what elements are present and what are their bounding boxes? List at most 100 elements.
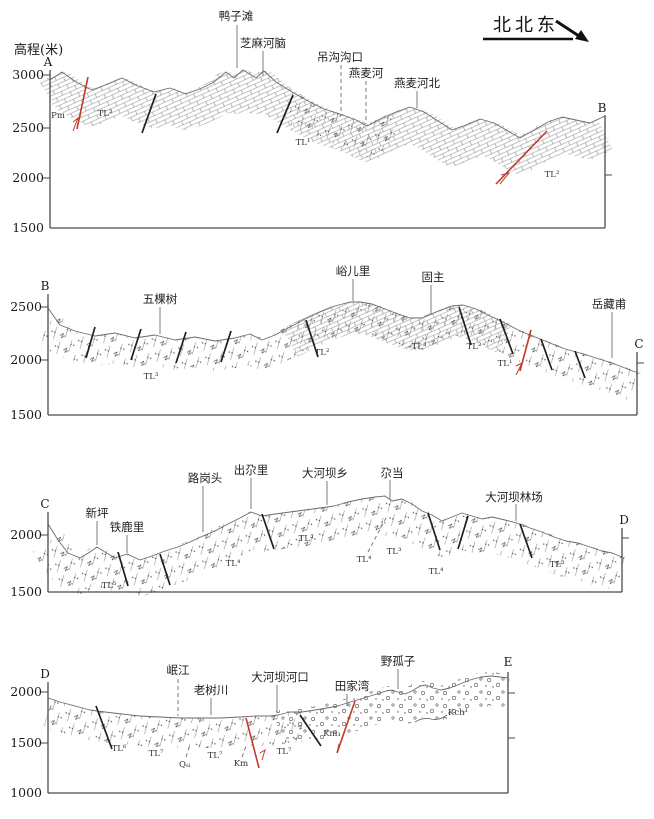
section-a-b: 3000 2500 2000 1500 A B 鸭子滩 芝麻河脑 吊沟沟口 燕麦… [12,9,613,235]
section-c-d: 2000 1500 C D 新坪 铁鹿里 路岗头 出尕里 大河坝乡 尕当 大河坝… [10,463,630,599]
unit-label: TL⁶ [112,744,127,754]
place-label: 固主 [422,270,445,284]
section-b-c: 2500 2000 1500 B C 五棵树 峪儿里 固主 岳藏甫 TL³ TL… [10,264,644,422]
axis-ticks [41,534,629,539]
place-label: 老树川 [194,683,229,697]
elevation-tick-label: 2000 [12,170,44,185]
dashed-leader-lines [340,65,367,124]
elevation-axis-title: 高程(米) [14,42,63,58]
endpoint-label: D [619,513,629,527]
leader-lines [96,478,517,553]
elevation-tick-label: 2000 [10,527,42,542]
red-fault-lines [76,76,548,185]
endpoint-label: D [40,667,50,681]
unit-label: TL² [467,342,482,352]
fault-arrow-marks [72,116,511,185]
leader-lines [210,669,399,715]
kch-wavy-contact [414,714,448,723]
place-label: 野孤子 [381,654,416,668]
elevation-tick-label: 2500 [12,120,44,135]
axis-ticks [43,74,612,179]
red-fault-lines [245,700,356,769]
fault-lines [141,93,294,134]
unit-label: Km₁ [323,729,341,739]
unit-label: TL³ [550,560,565,570]
unit-label: Pm [51,111,65,121]
place-label: 尕当 [381,466,404,480]
axis-frame [49,70,606,229]
place-label: 田家湾 [335,679,370,693]
axis-ticks [41,691,515,744]
unit-label: TL⁷ [149,749,164,759]
unit-label: TL¹ [498,359,513,369]
terrain-profile [47,675,509,719]
dashed-leader-lines [177,679,247,758]
strata-band-slate [284,94,402,157]
unit-label: Kch¹ [448,708,468,718]
leader-lines [159,279,613,358]
endpoint-label: B [41,279,50,293]
elevation-tick-label: 3000 [12,67,44,82]
elevation-tick-label: 1500 [12,220,44,235]
endpoint-label: E [504,655,513,669]
unit-label: TL³ [412,342,427,352]
unit-label: TL³ [144,372,159,382]
direction-indicator: 北北东 [483,15,589,42]
place-label: 铁鹿里 [110,520,145,534]
place-label: 燕麦河北 [394,76,440,90]
unit-label: Km [234,759,248,769]
unit-label: TL⁴ [226,559,241,569]
elevation-tick-label: 1500 [10,735,42,750]
elevation-tick-label: 1500 [10,584,42,599]
place-label: 燕麦河 [349,66,384,80]
place-label: 路岗头 [188,471,223,485]
section-d-e: 2000 1500 1000 D E 岷江 老树川 大河坝河口 田家湾 野孤子 … [10,654,517,800]
place-label: 五棵树 [143,292,178,306]
place-label: 大河坝林场 [485,490,543,504]
fault-lines [95,705,322,750]
direction-label: 北北东 [493,15,559,36]
unit-label: TL² [98,109,113,119]
elevation-tick-label: 1000 [10,785,42,800]
elevation-tick-label: 2000 [10,684,42,699]
place-label: 芝麻河脑 [240,36,286,50]
strata-band-conglomerate [273,672,517,745]
axis-ticks [41,306,644,364]
fault-lines [85,306,586,379]
strata-band [32,496,630,596]
terrain-profile [47,495,623,561]
terrain-profile [49,69,606,139]
place-label: 岳藏甫 [592,297,627,311]
place-label: 新坪 [86,506,109,520]
endpoint-label: C [40,497,49,511]
place-label: 出尕里 [234,463,269,477]
strata-band-brick [282,302,512,358]
strata-band [43,698,305,748]
unit-label: TL⁴ [429,567,444,577]
unit-label: Qₛₗ [179,760,191,770]
unit-label: TL⁷ [277,747,292,757]
unit-label: TL³ [299,534,314,544]
axis-frame [47,512,623,593]
unit-label: TL² [545,170,560,180]
unit-label: TL⁵ [102,581,117,591]
elevation-tick-label: 2500 [10,299,42,314]
axis-frame [47,672,509,794]
unit-label: TL⁷ [208,751,223,761]
elevation-tick-label: 1500 [10,407,42,422]
place-label: 峪儿里 [336,264,371,278]
fault-arrow-marks [515,361,524,376]
fault-arrow-marks [259,743,340,761]
endpoint-label: A [43,55,53,69]
leader-lines [236,25,418,108]
unit-label: TL¹ [296,138,311,148]
place-label: 吊沟沟口 [317,50,363,64]
place-label: 岷江 [167,663,190,677]
endpoint-label: C [634,337,643,351]
unit-label: TL⁴ [357,555,372,565]
fault-lines [117,512,533,587]
elevation-tick-label: 2000 [10,352,42,367]
direction-arrow-head [575,30,589,42]
